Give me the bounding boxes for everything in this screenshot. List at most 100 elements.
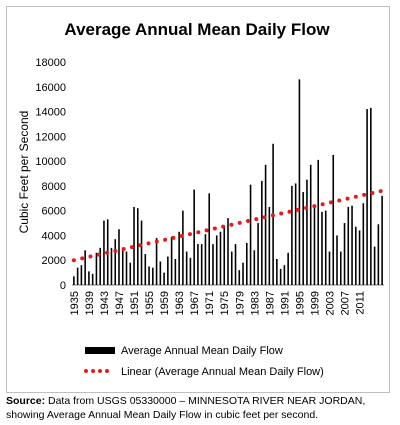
bar [174,258,177,285]
x-tick-label: 1991 [279,291,291,315]
caption-label: Source: [6,395,46,407]
bar [351,205,353,285]
bar [321,211,323,285]
source-caption: Source: Data from USGS 05330000 – MINNES… [6,394,396,422]
chart-canvas: 0 2000 4000 6000 8000 10000 12000 14000 16000 180… [17,57,385,378]
bar [208,193,210,285]
bar [362,203,365,285]
legend-trend-label: Linear (Average Annual Mean Daily Flow) [121,366,324,378]
y-tick-label: 16000 [35,82,66,94]
bar [298,79,301,285]
bar [76,267,79,285]
x-tick-label: 2007 [340,291,352,315]
bar [313,206,316,285]
bar [381,195,383,285]
bar [197,244,199,285]
bar [373,246,376,285]
x-tick-label: 1967 [189,291,201,315]
y-tick-label: 14000 [35,107,66,119]
x-tick-label: 1975 [219,291,231,315]
x-tick-label: 1947 [114,291,126,315]
bar [317,159,320,285]
bar [189,257,192,285]
y-axis-label: Cubic Feet per Second [17,111,31,234]
bar [167,256,169,285]
bar [212,244,214,285]
bar [140,220,143,285]
bar [91,273,94,285]
bar [152,267,154,285]
x-tick-label: 2011 [355,291,367,315]
bar [215,235,218,285]
bar [88,271,90,285]
bar [185,251,188,285]
chart-title: Average Annual Mean Daily Flow [64,20,330,39]
x-tick-label: 1939 [84,291,96,315]
bar [170,236,173,285]
x-tick-label: 1995 [294,291,306,315]
bar [230,251,233,285]
bar [133,206,135,285]
bar [155,237,158,285]
legend-bar-label: Average Annual Mean Daily Flow [121,345,283,357]
bar [309,164,312,285]
bar [347,206,350,285]
bar [223,225,226,285]
caption-text: Data from USGS 05330000 – MINNESOTA RIVE… [6,395,366,421]
y-tick-label: 10000 [35,156,66,168]
bar [163,272,165,285]
bar [242,262,244,285]
bar [306,179,308,285]
bar [366,109,368,285]
bar [291,185,293,285]
bar [95,252,98,285]
bar [118,229,120,285]
bar [121,249,124,285]
bar [324,210,327,285]
y-axis: 0 2000 4000 6000 8000 10000 12000 14000 16000 180… [35,57,66,292]
bar [234,244,237,285]
trend-series [71,188,385,263]
bar [261,180,263,285]
bar [110,247,113,285]
bar [193,189,195,285]
chart-frame [6,6,390,393]
bar [103,220,105,285]
x-tick-label: 1959 [159,291,171,315]
bar [99,247,101,285]
x-tick-label: 1999 [309,291,321,315]
bar [178,231,180,285]
trend-line [71,188,385,263]
x-axis: 1935 1939 1943 1947 1951 1955 1959 1963 1967 1971… [69,284,384,315]
bar [370,107,372,285]
bar [219,231,222,285]
bar [264,164,267,285]
bar [73,276,75,285]
bar [136,208,139,285]
x-tick-label: 1971 [204,291,216,315]
x-tick-label: 2003 [324,291,336,315]
bar [253,250,256,285]
bar [358,230,361,285]
bar [159,261,162,285]
bar-series [73,79,383,285]
legend-bar-swatch [85,347,115,354]
bar [336,235,338,285]
bar [355,226,357,285]
bar [84,250,86,285]
y-tick-label: 2000 [42,255,66,267]
y-tick-label: 18000 [35,57,66,69]
x-tick-label: 1983 [249,291,261,315]
bar [148,266,150,285]
x-tick-label: 1963 [174,291,186,315]
bar [287,252,289,285]
bar [80,265,83,285]
bar [268,206,271,285]
bar [276,258,278,285]
x-tick-label: 1955 [144,291,156,315]
bar [283,265,286,285]
bar [249,184,252,285]
bar [238,270,241,285]
bar [129,262,132,285]
bar [377,224,380,285]
